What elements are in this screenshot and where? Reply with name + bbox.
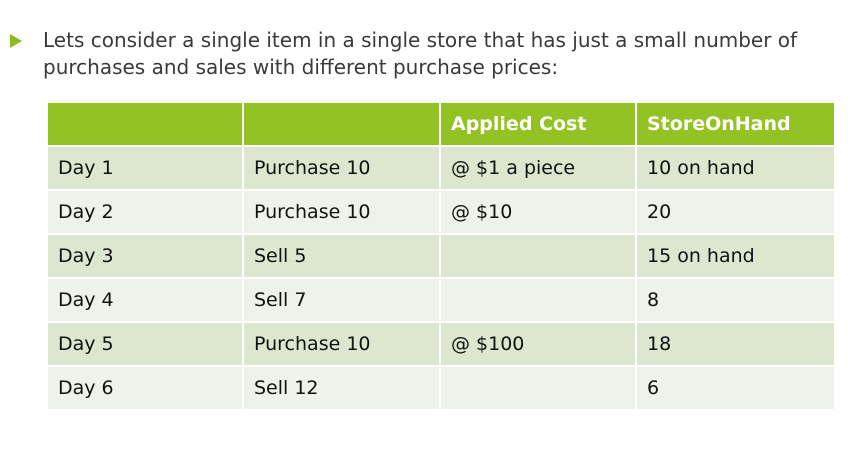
table-cell: 8 (635, 277, 836, 323)
table-row: Day 5 Purchase 10 @ $100 18 (46, 321, 836, 367)
header-cell (46, 101, 244, 147)
bullet-triangle-icon (10, 34, 22, 48)
table-cell: @ $10 (439, 189, 637, 235)
table-row: Day 2 Purchase 10 @ $10 20 (46, 189, 836, 235)
table-cell: Sell 12 (242, 365, 441, 411)
table-cell (439, 233, 637, 279)
table-row: Day 6 Sell 12 6 (46, 365, 836, 411)
table-row: Day 4 Sell 7 8 (46, 277, 836, 323)
table-cell: Sell 7 (242, 277, 441, 323)
table-cell: 20 (635, 189, 836, 235)
table-cell: Sell 5 (242, 233, 441, 279)
table-cell: @ $100 (439, 321, 637, 367)
header-cell-applied-cost: Applied Cost (439, 101, 637, 147)
table-cell: Purchase 10 (242, 189, 441, 235)
table-cell: Day 3 (46, 233, 244, 279)
table-cell: Purchase 10 (242, 321, 441, 367)
header-cell (242, 101, 441, 147)
table-cell: Day 6 (46, 365, 244, 411)
table-cell: Purchase 10 (242, 145, 441, 191)
table-cell: @ $1 a piece (439, 145, 637, 191)
table-row: Day 3 Sell 5 15 on hand (46, 233, 836, 279)
table-cell: Day 4 (46, 277, 244, 323)
header-cell-store-on-hand: StoreOnHand (635, 101, 836, 147)
table-cell: 10 on hand (635, 145, 836, 191)
table-cell: 18 (635, 321, 836, 367)
table-cell: Day 1 (46, 145, 244, 191)
intro-text: Lets consider a single item in a single … (43, 28, 798, 79)
table-cell: Day 2 (46, 189, 244, 235)
table-cell: 15 on hand (635, 233, 836, 279)
header-row: Applied Cost StoreOnHand (46, 101, 836, 147)
table-cell (439, 365, 637, 411)
table-cell: Day 5 (46, 321, 244, 367)
table-cell: 6 (635, 365, 836, 411)
table-cell (439, 277, 637, 323)
inventory-table: Applied Cost StoreOnHand Day 1 Purchase 1… (46, 101, 836, 411)
table-row: Day 1 Purchase 10 @ $1 a piece 10 on hand (46, 145, 836, 191)
